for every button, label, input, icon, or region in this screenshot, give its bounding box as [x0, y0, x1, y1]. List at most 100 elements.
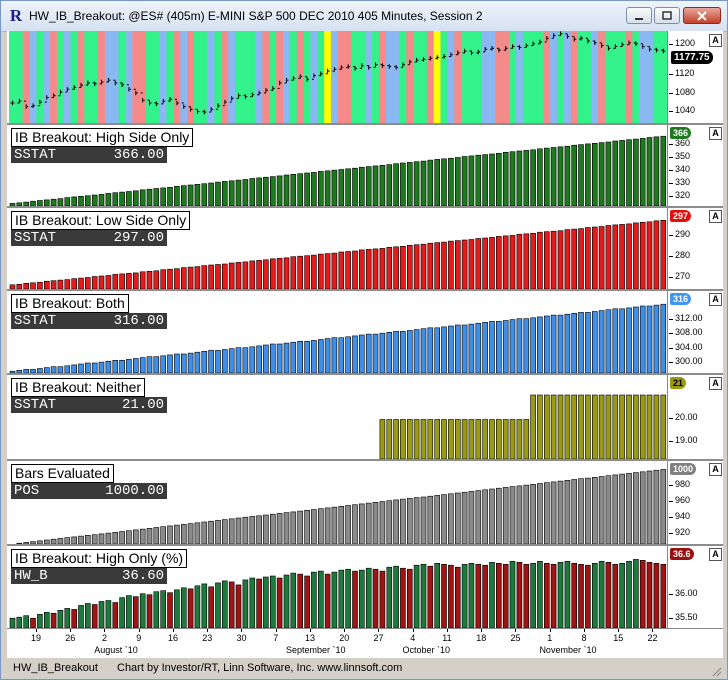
histogram-bar [228, 518, 235, 544]
histogram-bar [612, 140, 619, 206]
price-y-axis[interactable]: A 1200 1177.75 1120 1080 1040 [667, 31, 723, 123]
bars-evaluated-y-axis[interactable]: A 1000 980 960 940 920 [667, 461, 723, 544]
histogram-bar [43, 612, 50, 628]
histogram-bar [365, 502, 372, 544]
session-band [433, 31, 441, 123]
histogram-bar [331, 169, 338, 206]
histogram-bar [297, 173, 304, 206]
histogram-bar [167, 268, 173, 289]
time-axis[interactable]: 19 26 2 9 16 23 30 7 13 20 27 4 11 18 25 1 8 15 22 August `… [7, 628, 723, 659]
axis-scale-button[interactable]: A [709, 127, 722, 140]
histogram-bar [372, 333, 379, 373]
histogram-bar [653, 394, 660, 459]
histogram-bar [448, 493, 454, 544]
session-band [639, 31, 647, 123]
histogram-bar [571, 562, 578, 628]
price-pane[interactable]: A 1200 1177.75 1120 1080 1040 [7, 31, 723, 123]
histogram-bar [181, 587, 187, 628]
title-bar[interactable]: R HW_IB_Breakout: @ES# (405m) E-MINI S&P… [1, 1, 727, 32]
histogram-bar [290, 256, 297, 289]
value-readout: SSTAT 316.00 [11, 313, 167, 329]
histogram-bar [167, 186, 173, 206]
x-day-tick: 26 [65, 633, 76, 643]
histogram-bar [509, 486, 516, 544]
minimize-button[interactable] [626, 7, 652, 24]
session-band [529, 31, 537, 123]
histogram-bar [619, 473, 625, 544]
histogram-bar [509, 419, 516, 459]
axis-scale-button[interactable]: A [709, 377, 722, 390]
histogram-bar [133, 190, 139, 206]
minimize-icon [635, 17, 643, 20]
histogram-bar [413, 244, 420, 289]
maximize-button[interactable] [654, 7, 680, 24]
investor-rt-logo-icon[interactable]: R [9, 6, 23, 25]
histogram-bar [119, 531, 125, 544]
histogram-bar [550, 230, 557, 289]
histogram-bar [290, 511, 297, 544]
low-side-histogram[interactable] [7, 208, 667, 289]
high-only-pct-histogram[interactable] [7, 546, 667, 628]
value-name: SSTAT [14, 147, 57, 163]
neither-y-axis[interactable]: A 21 20.00 19.00 [667, 375, 723, 459]
histogram-bar [475, 322, 482, 373]
bars-evaluated-histogram[interactable] [7, 461, 667, 544]
histogram-bar [283, 342, 290, 373]
histogram-bar [358, 569, 365, 628]
histogram-bar [194, 585, 201, 628]
pane-separator[interactable] [7, 289, 723, 291]
pane-neither[interactable]: IB Breakout: Neither SSTAT 21.00 A 21 20.00… [7, 375, 723, 459]
histogram-bar [297, 340, 304, 373]
histogram-bar [78, 363, 84, 373]
neither-histogram[interactable] [7, 375, 667, 459]
histogram-bar [434, 242, 441, 289]
histogram-bar [358, 503, 365, 544]
pane-high-side[interactable]: IB Breakout: High Side Only SSTAT 366.00 … [7, 125, 723, 206]
axis-scale-button[interactable]: A [709, 293, 722, 306]
chart-area[interactable]: A 1200 1177.75 1120 1080 1040 IB Breakou… [7, 31, 723, 659]
histogram-bar [338, 569, 345, 628]
histogram-bar [461, 239, 468, 289]
high-side-y-axis[interactable]: A 366 360 350 340 330 320 [667, 125, 723, 206]
pane-separator[interactable] [7, 123, 723, 125]
histogram-bar [297, 255, 304, 289]
histogram-bar [201, 521, 208, 544]
pane-separator[interactable] [7, 459, 723, 461]
histogram-bar [516, 561, 523, 628]
axis-scale-button[interactable]: A [709, 210, 722, 223]
session-band [618, 31, 626, 123]
histogram-bar [215, 181, 221, 206]
axis-scale-button[interactable]: A [709, 548, 722, 561]
resize-grip-icon[interactable] [710, 665, 722, 677]
both-y-axis[interactable]: A 316 312.00 308.00 304.00 300.00 [667, 291, 723, 373]
pane-low-side[interactable]: IB Breakout: Low Side Only SSTAT 297.00 A… [7, 208, 723, 289]
close-button[interactable] [683, 7, 721, 24]
value-name: POS [14, 483, 40, 499]
histogram-bar [9, 617, 16, 628]
high-only-pct-y-axis[interactable]: A 36.6 36.00 35.50 [667, 546, 723, 628]
pane-separator[interactable] [7, 544, 723, 546]
histogram-bar [352, 570, 358, 628]
axis-scale-button[interactable]: A [709, 34, 722, 47]
pane-high-only-pct[interactable]: IB Breakout: High Only (%) HW_B 36.60 A 36… [7, 546, 723, 628]
pane-both[interactable]: IB Breakout: Both SSTAT 316.00 A 316 312.00… [7, 291, 723, 373]
pane-separator[interactable] [7, 373, 723, 375]
histogram-bar [386, 419, 393, 459]
axis-scale-button[interactable]: A [709, 463, 722, 476]
histogram-bar [639, 394, 646, 459]
histogram-bar [37, 614, 43, 628]
pane-separator[interactable] [7, 206, 723, 208]
histogram-bar [633, 222, 639, 289]
low-side-y-axis[interactable]: A 297 290 280 270 [667, 208, 723, 289]
session-band [652, 31, 661, 123]
histogram-bar [489, 237, 495, 289]
session-band [70, 31, 78, 123]
price-chart[interactable] [7, 31, 667, 123]
histogram-bar [454, 566, 461, 628]
y-tick: 960 [668, 495, 691, 506]
histogram-bar [153, 270, 160, 289]
histogram-bar [660, 469, 667, 544]
both-histogram[interactable] [7, 291, 667, 373]
pane-bars-evaluated[interactable]: Bars Evaluated POS 1000.00 A 1000 980 960 940… [7, 461, 723, 544]
high-side-histogram[interactable] [7, 125, 667, 206]
